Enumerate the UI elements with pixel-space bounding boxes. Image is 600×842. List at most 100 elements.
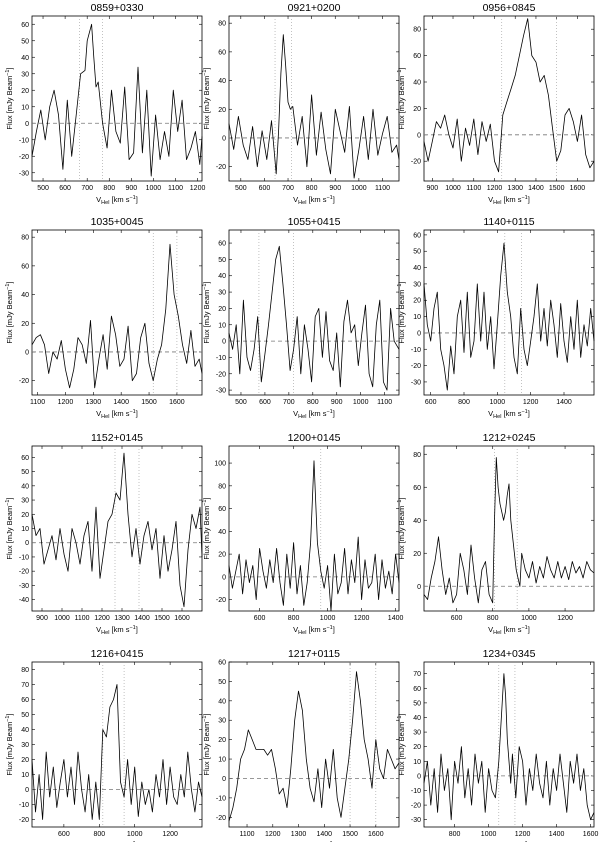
y-axis-label: Flux [mJy Beam−1] xyxy=(202,281,211,343)
y-tick-label: 10 xyxy=(413,759,421,766)
y-tick-label: -30 xyxy=(19,583,29,590)
y-tick-label: -40 xyxy=(19,597,29,604)
plot-frame xyxy=(228,445,400,612)
x-tick-label: 900 xyxy=(126,185,138,192)
x-tick-label: 1200 xyxy=(354,615,370,622)
y-tick-label: 60 xyxy=(21,455,29,462)
y-tick-label: 0 xyxy=(417,584,421,591)
y-tick-label: 60 xyxy=(21,697,29,704)
y-tick-label: 20 xyxy=(21,512,29,519)
x-axis-label: VHel [km s−1] xyxy=(96,195,138,206)
y-tick-label: 10 xyxy=(218,322,226,329)
panel-title: 1217+0115 xyxy=(288,648,340,660)
panel-title: 1234+0345 xyxy=(483,648,536,660)
x-tick-label: 1000 xyxy=(54,615,70,622)
spectrum-line xyxy=(31,452,203,608)
y-tick-label: 10 xyxy=(218,757,226,764)
x-tick-label: 1200 xyxy=(94,615,110,622)
y-tick-label: 0 xyxy=(222,339,226,346)
y-tick-label: 80 xyxy=(218,21,226,28)
panel-1152+0145: 1152+0145 900 1000 1100 1200 1300 1400 1500 1600… xyxy=(5,432,203,636)
y-tick-label: 30 xyxy=(21,498,29,505)
x-tick-label: 1600 xyxy=(570,185,586,192)
y-tick-label: 60 xyxy=(218,241,226,248)
x-axis-label: VHel [km s−1] xyxy=(293,195,335,206)
y-axis-label: Flux [mJy Beam−1] xyxy=(202,497,211,559)
x-tick-label: 600 xyxy=(259,185,271,192)
plot-frame xyxy=(423,445,595,612)
spectrum-line xyxy=(423,457,595,604)
y-tick-label: 40 xyxy=(218,78,226,85)
x-tick-label: 700 xyxy=(81,185,93,192)
x-tick-label: 800 xyxy=(458,399,470,406)
y-axis-label: Flux [mJy Beam−1] xyxy=(397,281,406,343)
x-tick-label: 1200 xyxy=(515,831,531,838)
x-tick-label: 1200 xyxy=(58,399,74,406)
y-tick-label: 0 xyxy=(222,135,226,142)
plot-frame xyxy=(228,15,400,182)
y-tick-label: 80 xyxy=(413,27,421,34)
x-tick-label: 1400 xyxy=(134,615,150,622)
y-tick-label: 20 xyxy=(218,306,226,313)
y-tick-label: 0 xyxy=(25,540,29,547)
x-tick-label: 1200 xyxy=(487,185,503,192)
y-tick-label: 20 xyxy=(413,744,421,751)
x-tick-label: 1200 xyxy=(190,185,206,192)
y-tick-label: 80 xyxy=(218,483,226,490)
y-axis-label: Flux [mJy Beam−1] xyxy=(202,713,211,775)
y-tick-label: 60 xyxy=(413,485,421,492)
y-tick-label: 40 xyxy=(21,727,29,734)
y-tick-label: 50 xyxy=(413,700,421,707)
y-tick-label: 20 xyxy=(218,552,226,559)
panel-title: 0921+0200 xyxy=(288,2,341,14)
panel-title: 1035+0045 xyxy=(91,216,144,228)
y-tick-label: 50 xyxy=(218,679,226,686)
x-tick-label: 1100 xyxy=(377,399,392,406)
spectrum-line xyxy=(228,245,400,391)
y-tick-label: -10 xyxy=(19,554,29,561)
x-tick-label: 600 xyxy=(451,615,463,622)
plot-frame xyxy=(31,15,203,182)
y-tick-label: 30 xyxy=(218,290,226,297)
panel-title: 1140+0115 xyxy=(483,216,534,228)
y-tick-label: 80 xyxy=(21,235,29,242)
y-tick-label: 20 xyxy=(413,106,421,113)
x-tick-label: 1000 xyxy=(481,831,497,838)
x-tick-label: 1000 xyxy=(521,615,537,622)
x-tick-label: 1000 xyxy=(353,399,369,406)
y-tick-label: 100 xyxy=(214,461,226,468)
x-axis-label: VHel [km s−1] xyxy=(293,625,335,636)
y-tick-label: -20 xyxy=(216,164,226,171)
x-axis-label: VHel [km s−1] xyxy=(293,409,335,420)
y-tick-label: -30 xyxy=(411,379,421,386)
x-tick-label: 800 xyxy=(449,831,461,838)
panel-1200+0145: 1200+0145 600 800 1000 1200 1400 -20 0 20 40 60 80 1… xyxy=(202,432,403,636)
y-tick-label: -20 xyxy=(19,569,29,576)
spectrum-line xyxy=(423,18,595,173)
y-tick-label: 60 xyxy=(413,232,421,239)
y-axis-label: Flux [mJy Beam−1] xyxy=(5,281,14,343)
plot-frame xyxy=(31,229,203,396)
x-tick-label: 1100 xyxy=(168,185,183,192)
y-tick-label: 30 xyxy=(21,71,29,78)
y-tick-label: 40 xyxy=(413,265,421,272)
x-tick-label: 1000 xyxy=(445,185,461,192)
y-tick-label: -20 xyxy=(19,817,29,824)
y-tick-label: 20 xyxy=(413,298,421,305)
x-tick-label: 1200 xyxy=(162,831,178,838)
y-tick-label: 10 xyxy=(21,526,29,533)
spectrum-line xyxy=(31,23,203,177)
x-tick-label: 800 xyxy=(288,615,300,622)
x-tick-label: 1200 xyxy=(265,831,281,838)
y-tick-label: -10 xyxy=(19,137,29,144)
y-tick-label: 70 xyxy=(413,671,421,678)
x-tick-label: 500 xyxy=(37,185,49,192)
x-tick-label: 1400 xyxy=(317,831,333,838)
y-tick-label: -10 xyxy=(216,795,226,802)
spectrum-line xyxy=(423,673,595,821)
y-axis-label: Flux [mJy Beam−1] xyxy=(397,497,406,559)
x-tick-label: 1100 xyxy=(466,185,481,192)
x-tick-label: 1000 xyxy=(320,615,336,622)
y-tick-label: 40 xyxy=(21,483,29,490)
y-tick-label: 20 xyxy=(21,321,29,328)
